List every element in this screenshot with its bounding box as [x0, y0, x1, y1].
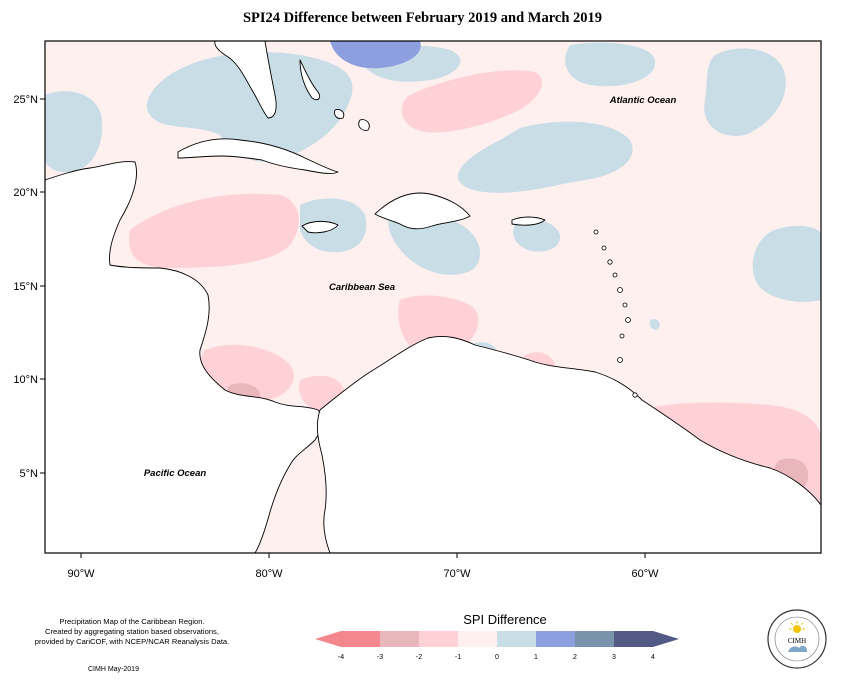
legend-swatch [341, 631, 380, 647]
lat-label-10: 10°N [13, 374, 38, 386]
label-caribbean-sea: Caribbean Sea [329, 282, 395, 293]
credit-line: provided by CariCOF, with NCEP/NCAR Rean… [34, 637, 230, 646]
legend-tick-label: -3 [377, 654, 383, 661]
legend-swatch [536, 631, 575, 647]
lesser-antilles [593, 229, 638, 398]
issue-stamp: CIMH May-2019 [88, 666, 139, 673]
lat-label-5: 5°N [20, 468, 39, 480]
legend-tick-label: -2 [416, 654, 422, 661]
credit-line: Precipitation Map of the Caribbean Regio… [59, 617, 205, 626]
legend-swatch [380, 631, 419, 647]
sun-cloud-icon [788, 621, 808, 652]
label-pacific-ocean: Pacific Ocean [144, 468, 207, 479]
legend-arrow-high [653, 631, 679, 647]
legend-title: SPI Difference [463, 612, 547, 627]
cimh-logo: CIMH [767, 609, 827, 669]
legend-tick-label: 0 [495, 654, 499, 661]
lon-ticks [80, 553, 646, 558]
legend-tick-label: 2 [573, 654, 577, 661]
legend-swatch [497, 631, 536, 647]
legend-ticks: -4 -3 -2 -1 0 1 2 3 4 [338, 654, 655, 661]
contour-positive-1-2 [330, 41, 421, 69]
land-cuba [177, 138, 339, 174]
credit-line: Created by aggregating station based obs… [45, 627, 219, 636]
lat-label-20: 20°N [13, 187, 38, 199]
map-frame [44, 40, 822, 554]
legend-tick-label: 1 [534, 654, 538, 661]
logo-text: CIMH [788, 637, 806, 645]
legend-arrow-low [315, 631, 341, 647]
legend-tick-label: -4 [338, 654, 344, 661]
land-jamaica [301, 220, 339, 234]
lat-ticks [40, 98, 45, 474]
lon-label-60: 60°W [631, 568, 659, 580]
lon-label-80: 80°W [255, 568, 283, 580]
map-title: SPI24 Difference between February 2019 a… [242, 10, 603, 26]
legend-swatch [575, 631, 614, 647]
credit-text: Precipitation Map of the Caribbean Regio… [12, 617, 252, 647]
legend-colorbar [315, 631, 679, 647]
land-island [358, 119, 370, 131]
land-hispaniola [374, 192, 471, 230]
lon-label-90: 90°W [67, 568, 95, 580]
land-island [334, 109, 345, 119]
land-bahamas [299, 59, 321, 101]
legend-swatch [458, 631, 497, 647]
legend-tick-label: 3 [612, 654, 616, 661]
lon-label-70: 70°W [443, 568, 471, 580]
legend-swatch [419, 631, 458, 647]
coastlines [45, 41, 821, 553]
legend-swatch [614, 631, 653, 647]
land-south-america [316, 335, 821, 553]
lat-label-15: 15°N [13, 281, 38, 293]
land-mexico-central-america [45, 161, 323, 553]
legend-tick-label: -1 [455, 654, 461, 661]
legend-tick-label: 4 [651, 654, 655, 661]
label-atlantic-ocean: Atlantic Ocean [609, 95, 677, 106]
lat-label-25: 25°N [13, 94, 38, 106]
land-puerto-rico [511, 216, 546, 226]
land-florida [214, 41, 277, 119]
